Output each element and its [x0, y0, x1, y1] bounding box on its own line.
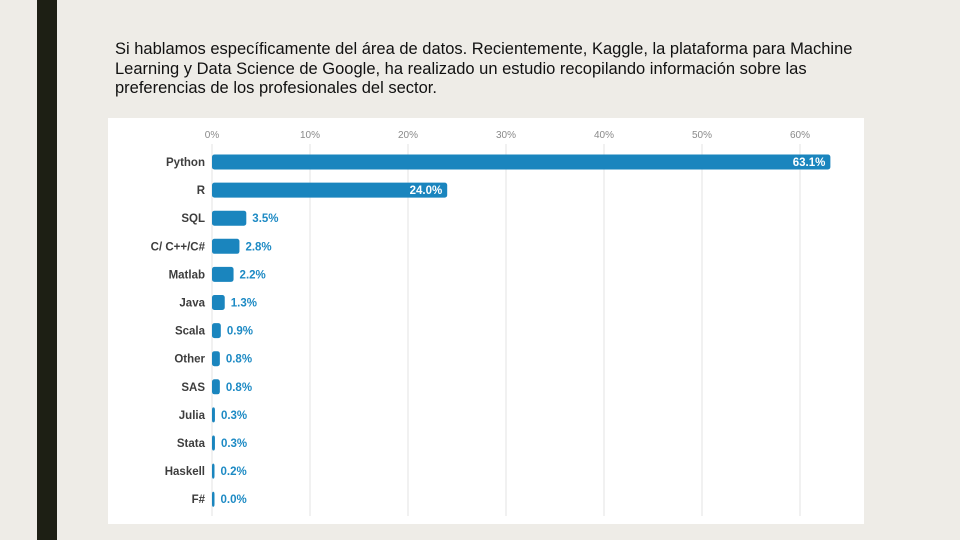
x-tick-label: 40% [594, 130, 614, 141]
category-label-julia: Julia [179, 410, 206, 422]
intro-paragraph: Si hablamos específicamente del área de … [115, 40, 853, 97]
category-label-python: Python [166, 157, 205, 169]
value-label-c-c-c: 2.8% [245, 241, 271, 253]
x-tick-label: 20% [398, 130, 418, 141]
category-label-matlab: Matlab [169, 269, 205, 281]
bar-stata [212, 435, 215, 451]
language-usage-bar-chart: 0% 10% 20% 30% 40% 50% 60% Python 63.1% R 24.0% SQL… [151, 130, 831, 516]
value-label-haskell: 0.2% [221, 466, 247, 478]
category-label-sas: SAS [181, 382, 205, 394]
side-accent-bar [37, 0, 57, 540]
bar-c-c-c [212, 238, 240, 254]
bar-r [212, 182, 448, 198]
bar-sql [212, 210, 247, 226]
bar-java [212, 295, 225, 310]
category-label-r: R [197, 185, 206, 197]
value-label-scala: 0.9% [227, 326, 253, 338]
category-label-stata: Stata [177, 438, 206, 450]
category-label-scala: Scala [175, 326, 206, 338]
bar-matlab [212, 266, 234, 282]
x-tick-label: 30% [496, 130, 516, 141]
bar-f [212, 491, 215, 507]
category-label-java: Java [179, 298, 205, 310]
bar-other [212, 351, 220, 367]
category-label-sql: SQL [181, 213, 205, 225]
x-tick-label: 0% [205, 130, 220, 141]
value-label-sql: 3.5% [252, 213, 278, 225]
category-label-f: F# [192, 494, 206, 506]
bar-julia [212, 407, 215, 423]
value-label-julia: 0.3% [221, 410, 247, 422]
bar-haskell [212, 463, 215, 479]
bar-sas [212, 379, 220, 395]
value-label-stata: 0.3% [221, 438, 247, 450]
value-label-other: 0.8% [226, 354, 252, 366]
value-label-r: 24.0% [410, 185, 443, 197]
value-label-java: 1.3% [231, 298, 257, 310]
value-label-matlab: 2.2% [240, 269, 266, 281]
category-label-c-c-c: C/ C++/C# [151, 241, 206, 253]
chart-panel: 0% 10% 20% 30% 40% 50% 60% Python 63.1% R 24.0% SQL… [108, 118, 864, 524]
value-label-sas: 0.8% [226, 382, 252, 394]
x-tick-label: 10% [300, 130, 320, 141]
bar-scala [212, 323, 221, 339]
value-label-python: 63.1% [793, 157, 826, 169]
bar-python [212, 154, 831, 170]
x-tick-label: 50% [692, 130, 712, 141]
x-tick-label: 60% [790, 130, 810, 141]
category-label-haskell: Haskell [165, 466, 205, 478]
value-label-f: 0.0% [221, 494, 247, 506]
category-label-other: Other [174, 354, 205, 366]
